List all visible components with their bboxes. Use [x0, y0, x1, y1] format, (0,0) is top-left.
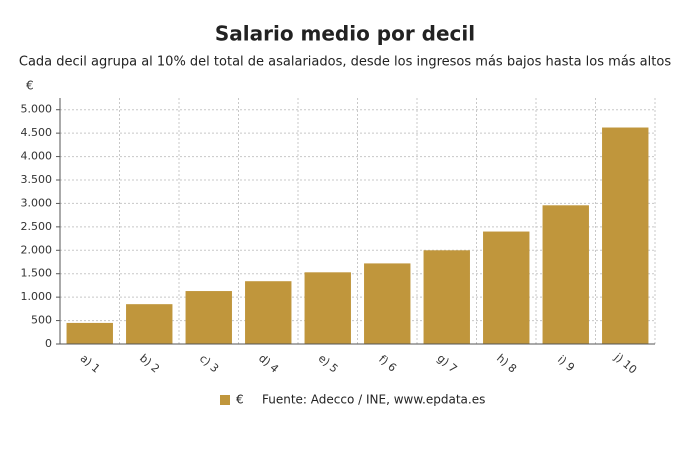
y-tick-label: 500	[31, 314, 52, 327]
bar	[542, 205, 589, 344]
chart-subtitle: Cada decil agrupa al 10% del total de as…	[19, 55, 671, 70]
y-tick-label: 5.000	[21, 103, 53, 116]
bar	[66, 322, 113, 344]
y-tick-label: 4.500	[21, 126, 53, 139]
y-tick-label: 0	[45, 337, 52, 350]
bar	[304, 272, 351, 344]
bar	[185, 291, 232, 344]
x-tick-label: a) 1	[78, 352, 103, 376]
legend-label: €	[236, 393, 244, 407]
bar	[126, 304, 173, 344]
legend-swatch	[220, 395, 230, 405]
bar	[364, 263, 411, 344]
x-tick-label: f) 6	[376, 353, 399, 375]
x-tick-label: c) 3	[197, 352, 221, 375]
y-tick-label: 3.500	[21, 173, 53, 186]
x-tick-label: i) 9	[555, 353, 577, 374]
x-tick-label: b) 2	[137, 352, 162, 376]
x-tick-label: e) 5	[316, 352, 341, 376]
x-tick-label: h) 8	[494, 352, 519, 376]
y-tick-label: 1.500	[21, 267, 53, 280]
y-tick-label: 1.000	[21, 290, 53, 303]
y-tick-label: 4.000	[21, 150, 53, 163]
y-axis-label: €	[26, 79, 34, 93]
bar	[602, 127, 649, 345]
x-tick-label: g) 7	[435, 352, 460, 376]
x-tick-label: j) 10	[611, 350, 639, 377]
bar	[245, 281, 292, 344]
chart-title: Salario medio por decil	[215, 22, 475, 46]
y-tick-label: 2.000	[21, 243, 53, 256]
y-tick-label: 3.000	[21, 196, 53, 209]
x-tick-label: d) 4	[256, 352, 281, 376]
y-tick-label: 2.500	[21, 220, 53, 233]
bar	[483, 231, 530, 344]
source: Fuente: Adecco / INE, www.epdata.es	[262, 393, 485, 407]
bar	[423, 250, 470, 344]
